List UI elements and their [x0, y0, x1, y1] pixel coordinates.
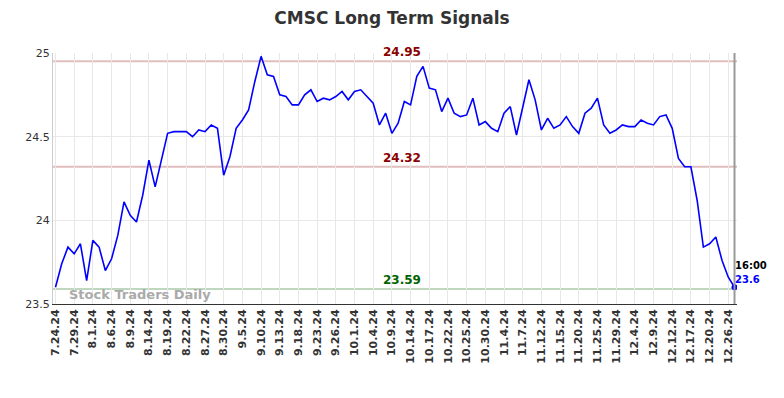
svg-text:24.5: 24.5 [25, 131, 50, 144]
svg-text:11.4.24: 11.4.24 [498, 309, 511, 356]
svg-text:25: 25 [36, 47, 50, 60]
svg-text:12.12.24: 12.12.24 [666, 309, 679, 364]
svg-text:CMSC Long Term Signals: CMSC Long Term Signals [274, 8, 509, 28]
svg-text:11.20.24: 11.20.24 [572, 309, 585, 364]
svg-text:8.30.24: 8.30.24 [217, 309, 230, 356]
svg-text:16:00: 16:00 [735, 260, 767, 271]
svg-text:9.10.24: 9.10.24 [255, 309, 268, 356]
svg-text:9.5.24: 9.5.24 [236, 309, 249, 348]
svg-text:12.17.24: 12.17.24 [684, 309, 697, 364]
svg-text:7.24.24: 7.24.24 [49, 309, 62, 356]
svg-text:11.29.24: 11.29.24 [610, 309, 623, 364]
svg-text:8.27.24: 8.27.24 [199, 309, 212, 356]
svg-text:8.1.24: 8.1.24 [86, 309, 99, 348]
svg-text:10.22.24: 10.22.24 [442, 309, 455, 364]
svg-text:24.95: 24.95 [383, 45, 421, 59]
svg-text:12.26.24: 12.26.24 [722, 309, 735, 364]
svg-text:10.9.24: 10.9.24 [385, 309, 398, 356]
svg-text:Stock Traders Daily: Stock Traders Daily [69, 287, 211, 302]
svg-text:9.13.24: 9.13.24 [273, 309, 286, 356]
svg-text:23.59: 23.59 [383, 273, 421, 287]
svg-text:11.12.24: 11.12.24 [535, 309, 548, 364]
svg-text:8.6.24: 8.6.24 [105, 309, 118, 348]
svg-text:11.15.24: 11.15.24 [554, 309, 567, 364]
svg-text:12.4.24: 12.4.24 [628, 309, 641, 356]
svg-text:10.17.24: 10.17.24 [423, 309, 436, 364]
svg-text:11.25.24: 11.25.24 [591, 309, 604, 364]
svg-text:24: 24 [36, 214, 50, 227]
svg-text:8.19.24: 8.19.24 [161, 309, 174, 356]
svg-text:8.9.24: 8.9.24 [124, 309, 137, 348]
svg-text:11.7.24: 11.7.24 [516, 309, 529, 356]
svg-text:24.32: 24.32 [383, 151, 421, 165]
svg-text:8.14.24: 8.14.24 [143, 309, 156, 356]
svg-text:9.26.24: 9.26.24 [329, 309, 342, 356]
svg-text:10.25.24: 10.25.24 [460, 309, 473, 364]
svg-text:10.1.24: 10.1.24 [348, 309, 361, 356]
svg-text:8.22.24: 8.22.24 [180, 309, 193, 356]
svg-text:10.14.24: 10.14.24 [404, 309, 417, 364]
svg-text:23.6: 23.6 [735, 274, 760, 285]
svg-text:23.5: 23.5 [25, 298, 50, 311]
svg-text:12.20.24: 12.20.24 [703, 309, 716, 364]
svg-text:7.29.24: 7.29.24 [68, 309, 81, 356]
svg-text:9.18.24: 9.18.24 [292, 309, 305, 356]
svg-text:12.9.24: 12.9.24 [647, 309, 660, 356]
svg-text:10.4.24: 10.4.24 [367, 309, 380, 356]
svg-text:10.30.24: 10.30.24 [479, 309, 492, 364]
svg-text:9.23.24: 9.23.24 [311, 309, 324, 356]
